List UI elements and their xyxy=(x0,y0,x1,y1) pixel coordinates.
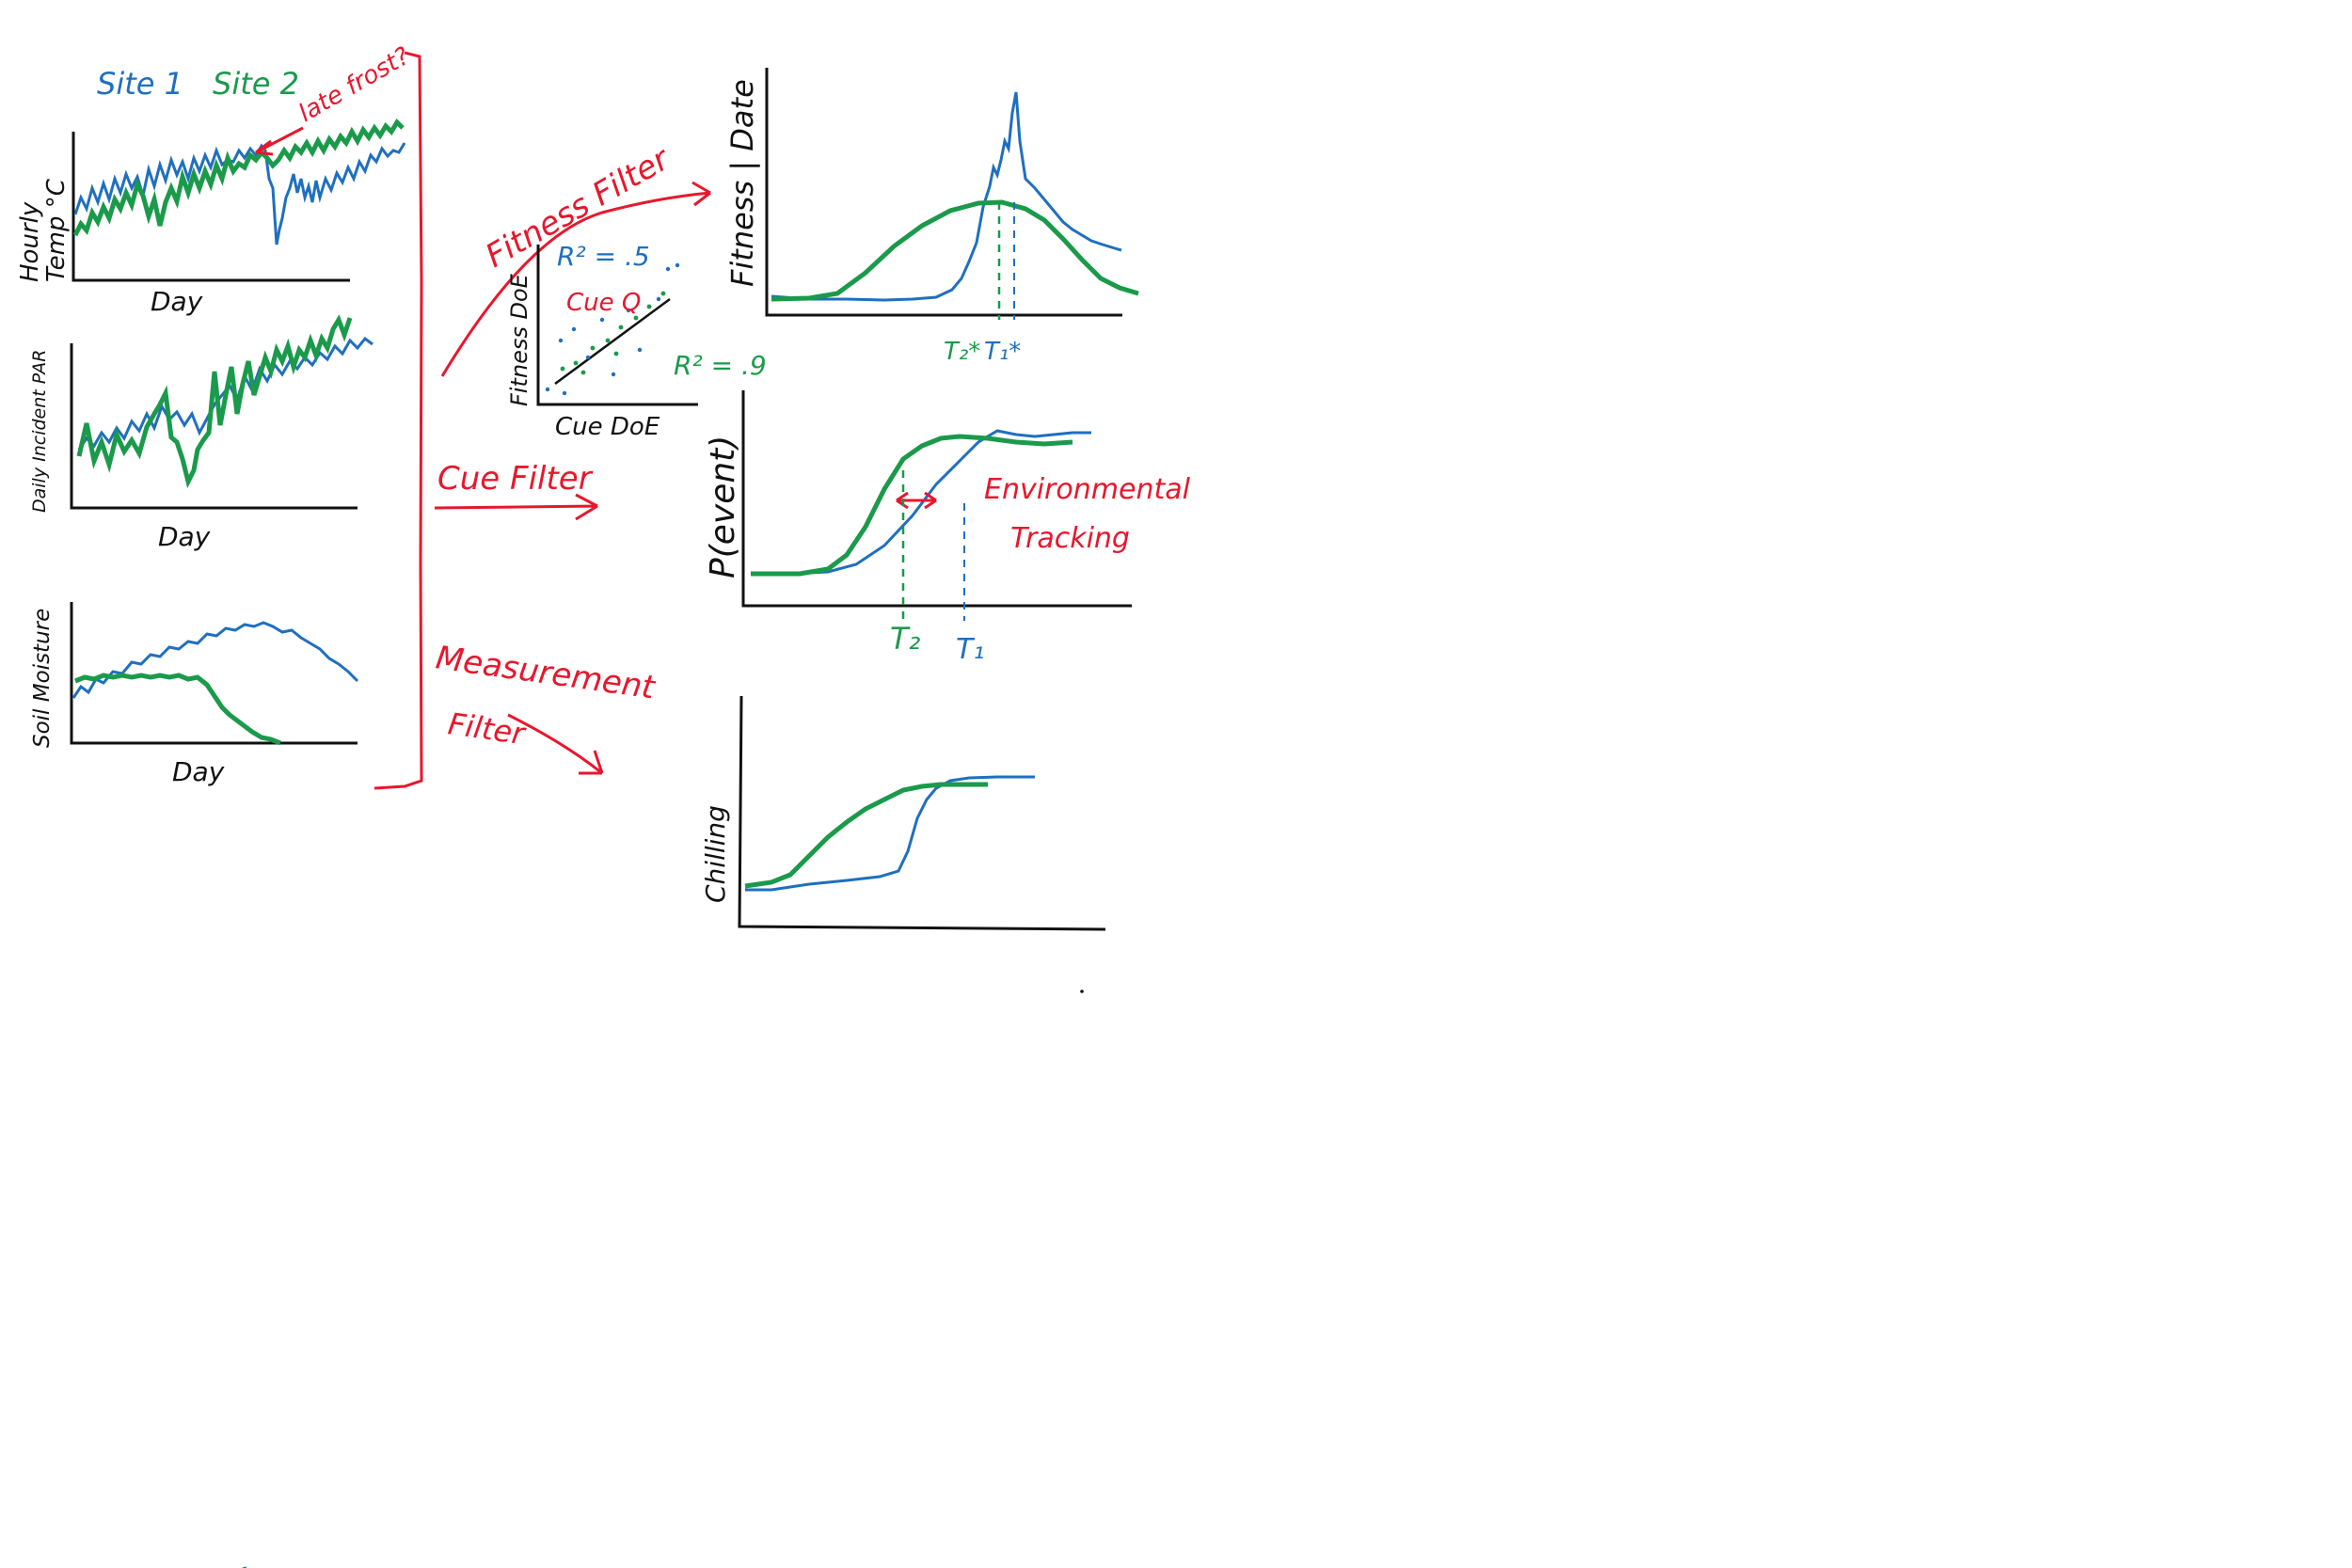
chilling-axes xyxy=(738,695,1106,931)
soil-axes xyxy=(70,602,358,745)
measurement-filter-label-1: Measurement xyxy=(434,639,659,706)
fitness-panel: Fitness | Date T₂* T₁* xyxy=(724,68,1139,366)
scatter-point xyxy=(665,266,671,272)
par-ylabel: Daily Incident PAR xyxy=(29,350,50,513)
pevent-panel: P(event) T₂ T₁ Environmental Tracking xyxy=(704,390,1191,666)
fitness-t1-label: T₁* xyxy=(984,338,1021,366)
fitness-t2-label: T₂* xyxy=(944,338,980,366)
scatter-point xyxy=(656,296,661,302)
temp-xlabel: Day xyxy=(151,286,203,317)
scatter-point xyxy=(558,338,564,343)
soil-panel: Soil Moisture Day xyxy=(30,602,359,787)
legend-site2: Site 2 xyxy=(213,66,299,102)
pevent-site1-curve xyxy=(751,429,1091,576)
pevent-t1-label: T₁ xyxy=(956,633,984,666)
measurement-filter: Measurement Filter xyxy=(434,639,659,775)
scatter-axes xyxy=(536,245,698,406)
scatter-panel: Fitness DoE Cue DoE xyxy=(506,241,767,441)
scatter-point xyxy=(571,326,577,332)
scatter-point xyxy=(618,325,624,330)
temp-ylabel-2: Temp °C xyxy=(42,178,71,282)
scatter-ylabel: Fitness DoE xyxy=(506,273,532,406)
scatter-point xyxy=(626,308,631,313)
temp-ylabel-1: Hourly xyxy=(16,201,44,282)
scatter-cue-label: Cue Q xyxy=(566,289,641,317)
late-frost-annotation: late frost? xyxy=(294,42,416,129)
scatter-point xyxy=(560,366,565,372)
par-xlabel: Day xyxy=(158,521,211,552)
scatter-point xyxy=(613,351,619,356)
fitness-axes xyxy=(765,68,1122,317)
scatter-point xyxy=(545,387,550,392)
scatter-point xyxy=(611,372,616,377)
measurement-filter-arrow xyxy=(507,713,604,775)
temp-axes xyxy=(72,132,350,282)
par-site2-line xyxy=(76,314,353,489)
par-panel: Daily Incident PAR Day xyxy=(29,314,373,552)
pevent-site2-curve xyxy=(751,434,1073,577)
soil-site2-line xyxy=(74,673,281,746)
scatter-fit-line xyxy=(554,297,671,386)
scatter-point xyxy=(675,262,680,268)
scatter-point xyxy=(562,390,567,396)
fitness-site2-curve xyxy=(771,199,1139,302)
scatter-point xyxy=(660,291,666,296)
pevent-annotation-1: Environmental xyxy=(984,473,1191,506)
fitness-ylabel: Fitness | Date xyxy=(724,79,760,287)
scatter-point xyxy=(646,304,652,309)
scatter-point xyxy=(585,355,591,360)
soil-ylabel: Soil Moisture xyxy=(30,609,55,748)
pevent-axes xyxy=(741,390,1132,608)
chilling-panel: Chilling xyxy=(700,695,1106,931)
scatter-site2-points xyxy=(560,291,666,375)
soil-site1-line xyxy=(72,621,359,699)
scatter-point xyxy=(573,360,579,366)
scatter-point xyxy=(590,345,596,351)
pevent-t2-label: T₂ xyxy=(890,621,921,657)
scatter-point xyxy=(637,347,643,353)
soil-xlabel: Day xyxy=(172,756,225,787)
stray-dot xyxy=(1080,990,1084,993)
measurement-filter-label-2: Filter xyxy=(446,705,529,752)
temp-site2-line xyxy=(72,118,405,237)
cue-filter-arrow xyxy=(434,493,598,521)
chilling-site2-curve xyxy=(744,782,988,889)
scatter-r2-site2: R² = .9 xyxy=(674,350,767,381)
grouping-bracket xyxy=(373,51,423,790)
scatter-point xyxy=(633,315,639,321)
cue-filter-label: Cue Filter xyxy=(437,460,594,498)
cue-filter: Cue Filter xyxy=(434,460,598,521)
scatter-point xyxy=(580,370,586,375)
pevent-ylabel: P(event) xyxy=(704,436,742,578)
chilling-ylabel: Chilling xyxy=(700,805,731,903)
scatter-point xyxy=(605,338,611,343)
fitness-site1-curve xyxy=(771,91,1122,302)
scatter-xlabel: Cue DoE xyxy=(555,413,660,441)
scatter-site1-points xyxy=(545,262,680,396)
late-frost-arrow xyxy=(255,126,304,156)
chilling-site1-curve xyxy=(745,775,1035,892)
scatter-point xyxy=(599,317,605,323)
scatter-r2-site1: R² = .5 xyxy=(557,241,650,272)
par-axes xyxy=(70,343,358,510)
fitness-filter-arrow xyxy=(440,181,711,377)
pevent-annotation-2: Tracking xyxy=(1010,522,1130,555)
legend-site1: Site 1 xyxy=(97,66,183,102)
